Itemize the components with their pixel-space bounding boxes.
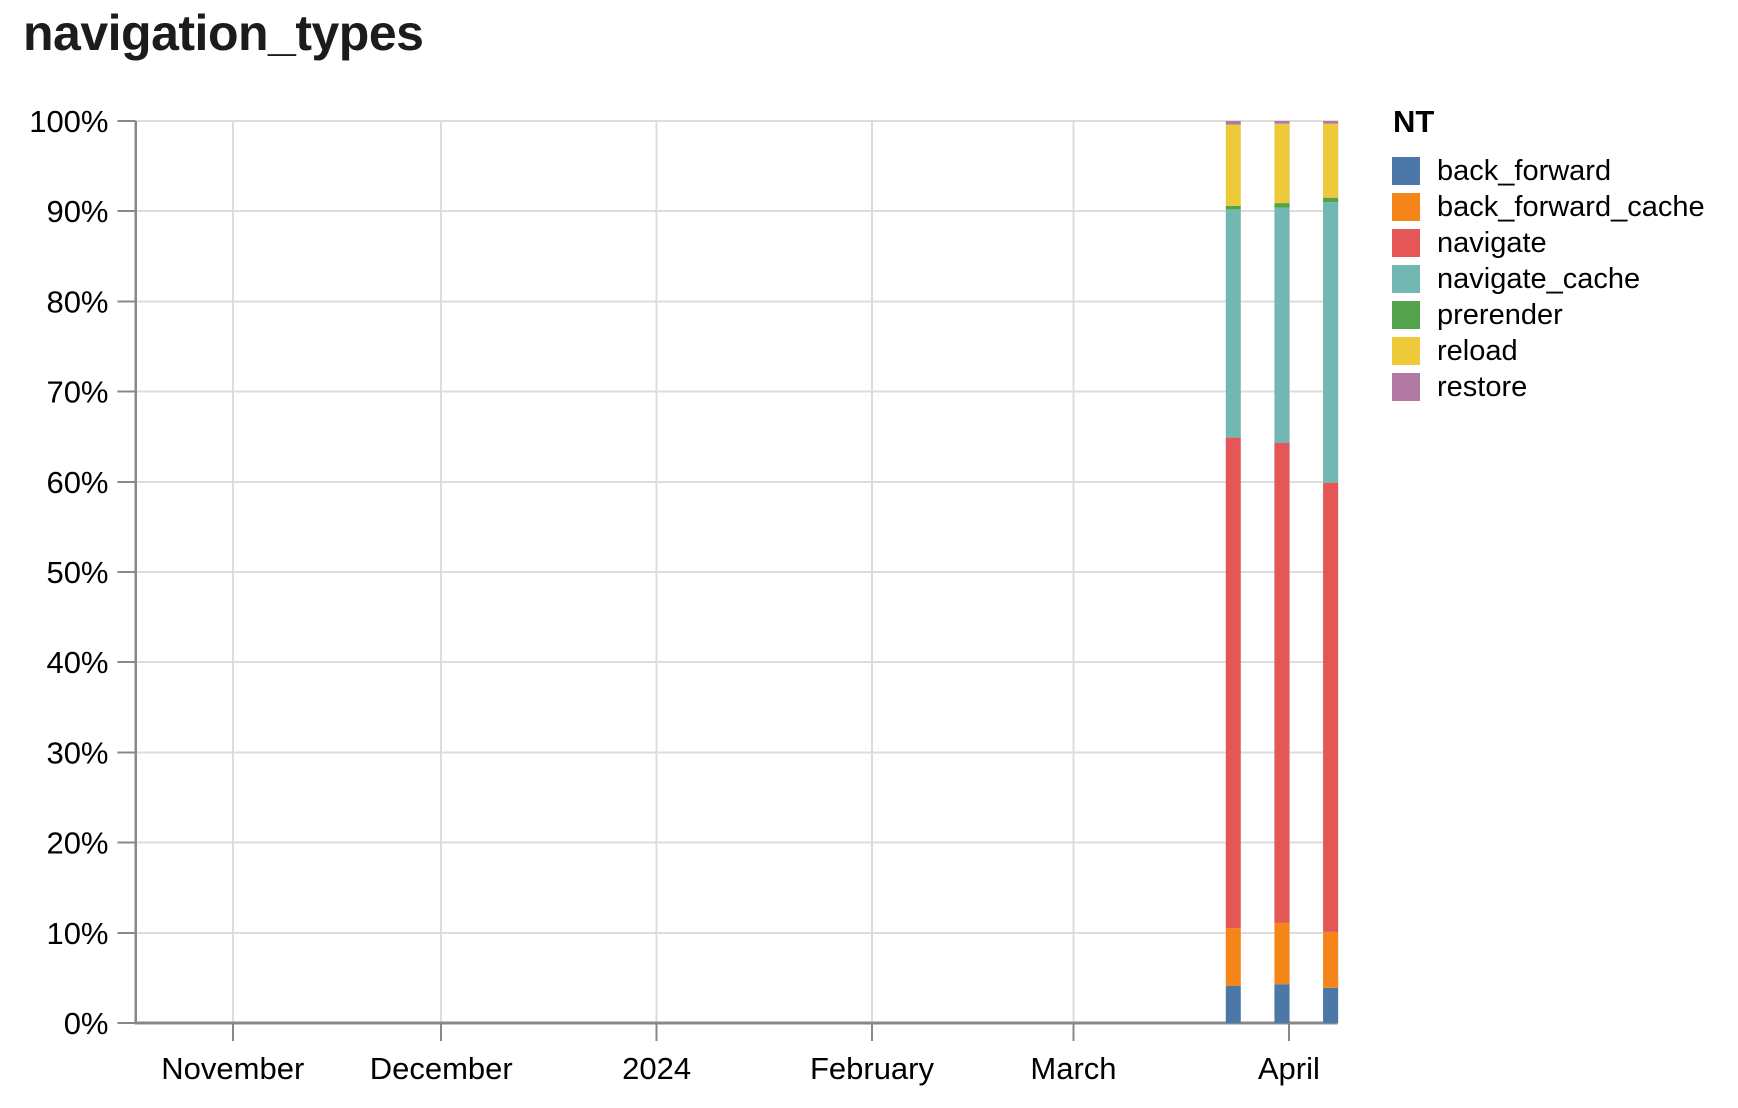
y-tick-label: 20%: [46, 826, 108, 861]
legend-label: reload: [1437, 334, 1518, 367]
legend-item-restore: restore: [1392, 369, 1705, 405]
bar-segment-restore: [1323, 121, 1339, 124]
bar-segment-prerender: [1225, 205, 1241, 210]
legend-swatch-icon: [1392, 229, 1420, 257]
y-tick-label: 10%: [46, 916, 108, 951]
bar-segment-back_forward: [1323, 987, 1339, 1023]
x-tick-label: March: [1030, 1051, 1116, 1086]
legend-item-reload: reload: [1392, 333, 1705, 369]
bar-segment-reload: [1274, 123, 1290, 204]
x-tick-label: April: [1258, 1051, 1320, 1086]
legend-items: back_forward back_forward_cache navigate na…: [1392, 153, 1705, 405]
y-tick-label: 100%: [29, 104, 108, 139]
bar-segment-prerender: [1274, 203, 1290, 208]
legend-swatch-icon: [1392, 373, 1420, 401]
legend-title: NT: [1393, 104, 1435, 139]
bar-segment-navigate: [1323, 482, 1339, 932]
legend: NT back_forward back_forward_cache navigat…: [1392, 104, 1705, 405]
legend-swatch-icon: [1392, 157, 1420, 185]
y-tick-label: 40%: [46, 645, 108, 680]
bar-segment-navigate_cache: [1274, 207, 1290, 444]
y-tick-label: 0%: [64, 1006, 109, 1041]
y-tick-label: 80%: [46, 284, 108, 319]
legend-label: prerender: [1437, 298, 1563, 331]
bar-segment-back_forward_cache: [1274, 922, 1290, 985]
bar-segment-navigate: [1274, 443, 1290, 923]
bar-segment-navigate_cache: [1323, 202, 1339, 483]
legend-swatch-icon: [1392, 193, 1420, 221]
x-tick-label: February: [810, 1051, 935, 1086]
y-tick-label: 30%: [46, 735, 108, 770]
legend-swatch-icon: [1392, 301, 1420, 329]
bar-segment-navigate_cache: [1225, 209, 1241, 438]
bar-segment-restore: [1225, 121, 1241, 125]
legend-label: back_forward: [1437, 154, 1612, 187]
x-tick-label: 2024: [622, 1051, 691, 1086]
bar-segment-back_forward: [1274, 984, 1290, 1023]
legend-item-navigate: navigate: [1392, 225, 1705, 261]
y-tick-label: 60%: [46, 465, 108, 500]
legend-label: navigate: [1437, 226, 1547, 259]
legend-item-back_forward: back_forward: [1392, 153, 1705, 189]
legend-item-prerender: prerender: [1392, 297, 1705, 333]
bar-segment-reload: [1323, 123, 1339, 198]
y-tick-label: 70%: [46, 375, 108, 410]
bar-segment-prerender: [1323, 197, 1339, 203]
legend-swatch-icon: [1392, 265, 1420, 293]
x-tick-label: December: [370, 1051, 513, 1086]
chart-title: navigation_types: [23, 5, 424, 61]
bar-segment-back_forward_cache: [1323, 931, 1339, 988]
legend-label: restore: [1437, 370, 1528, 403]
bar-segment-reload: [1225, 124, 1241, 206]
x-tick-label: November: [161, 1051, 304, 1086]
bar-segment-back_forward: [1225, 986, 1241, 1023]
y-tick-label: 50%: [46, 555, 108, 590]
legend-label: navigate_cache: [1437, 262, 1641, 295]
legend-item-back_forward_cache: back_forward_cache: [1392, 189, 1705, 225]
legend-swatch-icon: [1392, 337, 1420, 365]
bar-segment-restore: [1274, 121, 1290, 124]
legend-label: back_forward_cache: [1437, 190, 1705, 223]
y-tick-label: 90%: [46, 194, 108, 229]
bar-segment-navigate: [1225, 437, 1241, 929]
legend-item-navigate_cache: navigate_cache: [1392, 261, 1705, 297]
bar-segment-back_forward_cache: [1225, 928, 1241, 987]
